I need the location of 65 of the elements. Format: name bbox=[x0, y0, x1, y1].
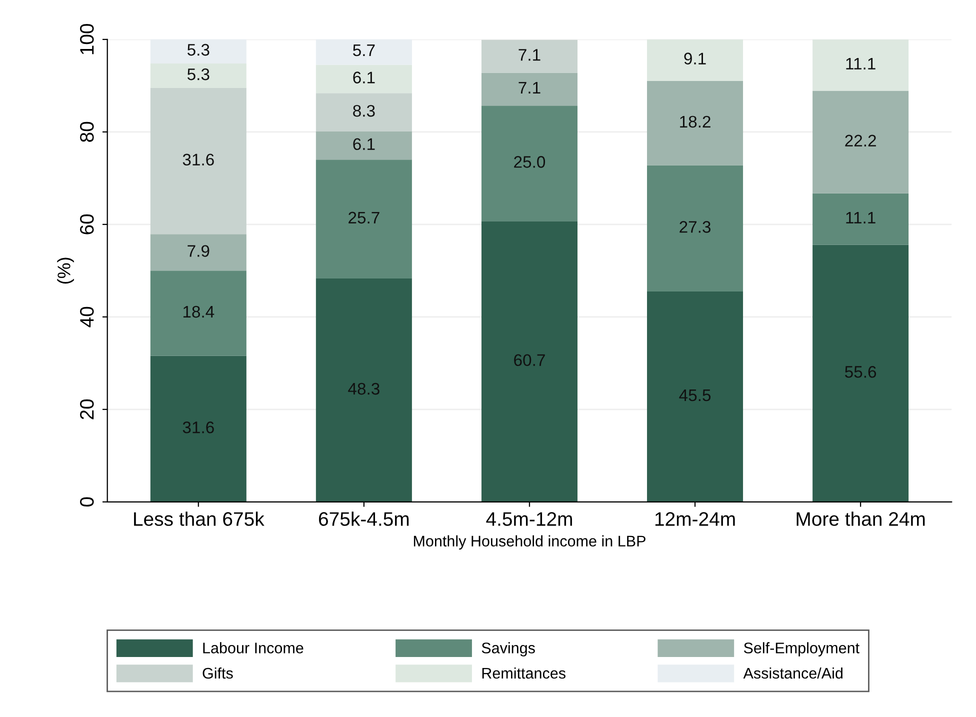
x-axis-title: Monthly Household income in LBP bbox=[414, 535, 646, 550]
data-label: 7.1 bbox=[518, 49, 540, 61]
data-label: 8.3 bbox=[353, 104, 375, 117]
data-label: 11.1 bbox=[846, 58, 876, 70]
bar bbox=[481, 40, 578, 73]
bar bbox=[647, 291, 744, 502]
bar bbox=[150, 234, 246, 271]
bar bbox=[647, 165, 744, 292]
data-label: 25.0 bbox=[514, 156, 546, 168]
data-label: 7.1 bbox=[518, 82, 540, 94]
y-tick-label: 20 bbox=[80, 399, 94, 420]
x-tick-label: 12m-24m bbox=[655, 512, 735, 526]
data-label: 18.4 bbox=[183, 306, 214, 318]
y-tick-label: 100 bbox=[80, 24, 94, 54]
bar bbox=[316, 64, 412, 94]
data-label: 31.6 bbox=[182, 154, 214, 166]
bar bbox=[150, 356, 246, 502]
bar bbox=[812, 39, 909, 91]
data-label: 22.2 bbox=[845, 134, 876, 146]
bar bbox=[481, 221, 578, 502]
bar bbox=[316, 131, 412, 160]
x-tick-label: More than 24m bbox=[796, 512, 925, 526]
data-label: 6.1 bbox=[353, 138, 375, 150]
data-label: 25.7 bbox=[348, 212, 380, 224]
legend-label: Assistance/Aid bbox=[743, 667, 842, 679]
data-label: 18.2 bbox=[680, 116, 710, 128]
y-tick-label: 0 bbox=[80, 497, 94, 507]
legend-label: Gifts bbox=[202, 667, 233, 679]
bar bbox=[812, 193, 909, 245]
bar bbox=[812, 244, 909, 502]
legend-label: Remittances bbox=[482, 667, 566, 679]
data-label: 7.9 bbox=[188, 245, 210, 257]
legend-label: Labour Income bbox=[203, 642, 304, 654]
legend-label: Savings bbox=[482, 642, 535, 656]
data-label: 45.5 bbox=[679, 390, 711, 402]
bar bbox=[647, 81, 744, 166]
bar bbox=[150, 270, 246, 356]
y-axis-title: (%) bbox=[57, 258, 74, 284]
data-label: 9.1 bbox=[684, 52, 706, 64]
bar bbox=[481, 106, 578, 222]
data-label: 11.1 bbox=[846, 212, 876, 224]
bar bbox=[316, 160, 412, 279]
y-tick-label: 40 bbox=[80, 306, 94, 328]
data-label: 6.1 bbox=[353, 72, 375, 84]
bar bbox=[316, 93, 412, 132]
x-tick-label: 675k-4.5m bbox=[319, 512, 409, 526]
y-tick-label: 80 bbox=[80, 122, 94, 142]
data-label: 55.6 bbox=[845, 366, 876, 378]
data-label: 48.3 bbox=[348, 382, 380, 395]
bar bbox=[150, 88, 246, 234]
bar bbox=[150, 63, 246, 88]
legend-label: Self-Employment bbox=[744, 642, 860, 656]
data-label: 5.7 bbox=[353, 44, 375, 56]
data-label: 60.7 bbox=[514, 354, 545, 366]
x-tick-label: Less than 675k bbox=[134, 512, 264, 526]
y-tick-label: 60 bbox=[80, 214, 94, 234]
data-label: 27.3 bbox=[680, 221, 711, 233]
bar bbox=[812, 90, 909, 194]
bar bbox=[481, 72, 578, 106]
x-tick-label: 4.5m-12m bbox=[486, 512, 572, 526]
bar bbox=[316, 278, 412, 502]
data-label: 5.3 bbox=[187, 44, 210, 56]
bar bbox=[647, 39, 744, 82]
data-label: 5.3 bbox=[187, 68, 210, 80]
data-label: 31.6 bbox=[182, 422, 214, 434]
